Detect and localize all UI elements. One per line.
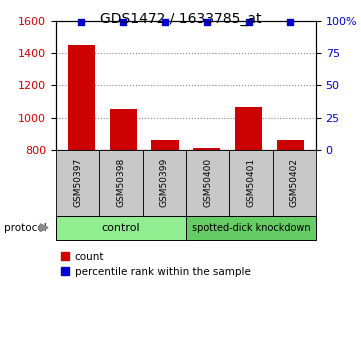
- Text: GSM50397: GSM50397: [73, 158, 82, 207]
- Text: GDS1472 / 1633785_at: GDS1472 / 1633785_at: [100, 12, 261, 26]
- Point: [204, 19, 210, 25]
- Text: GSM50402: GSM50402: [290, 158, 299, 207]
- Point: [120, 19, 126, 25]
- Text: GSM50399: GSM50399: [160, 158, 169, 207]
- Bar: [110, 109, 137, 150]
- Point: [78, 19, 84, 25]
- Bar: [235, 107, 262, 150]
- Bar: [68, 45, 95, 150]
- Point: [288, 19, 293, 25]
- Point: [162, 19, 168, 25]
- Bar: [193, 148, 221, 150]
- Text: spotted-dick knockdown: spotted-dick knockdown: [192, 223, 310, 233]
- Legend: count, percentile rank within the sample: count, percentile rank within the sample: [61, 252, 251, 277]
- Text: GSM50400: GSM50400: [203, 158, 212, 207]
- Point: [246, 19, 252, 25]
- Text: GSM50401: GSM50401: [247, 158, 255, 207]
- Text: control: control: [102, 223, 140, 233]
- Text: protocol: protocol: [4, 223, 46, 233]
- Text: GSM50398: GSM50398: [117, 158, 125, 207]
- Bar: [277, 140, 304, 150]
- Bar: [151, 140, 179, 150]
